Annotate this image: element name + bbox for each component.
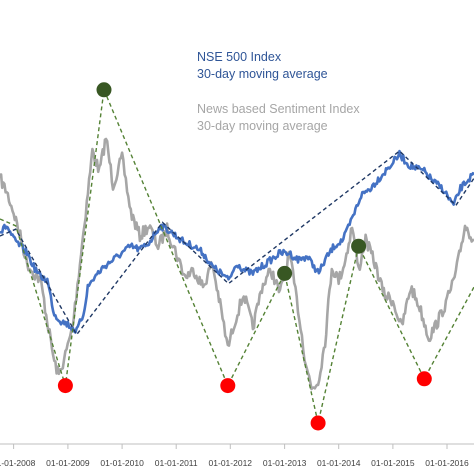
legend-nse500: NSE 500 Index 30-day moving average — [197, 49, 328, 83]
legend-nse500-line2: 30-day moving average — [197, 67, 328, 81]
trend-line-sentiment-trend — [0, 87, 474, 424]
trough-marker-6 — [416, 371, 432, 387]
legend-sentiment: News based Sentiment Index 30-day moving… — [197, 101, 360, 135]
series-layer — [0, 137, 474, 391]
x-tick-label-2: 01-01-2010 — [100, 458, 144, 468]
trough-marker-0 — [57, 378, 73, 394]
series-line-nse — [0, 149, 474, 334]
trend-layer — [0, 87, 474, 424]
legend-nse500-line1: NSE 500 Index — [197, 50, 282, 64]
x-axis-ticks: 01-01-2008 01-01-2009 01-01-2010 01-01-2011… — [0, 444, 469, 468]
legend-sentiment-line2: 30-day moving average — [197, 119, 328, 133]
trend-line-nse-trend — [0, 150, 474, 336]
x-tick-label-0: 01-01-2008 — [0, 458, 36, 468]
series-line-sentiment — [0, 137, 474, 391]
x-tick-label-6: 01-01-2014 — [317, 458, 361, 468]
legend-sentiment-line1: News based Sentiment Index — [197, 102, 360, 116]
x-tick-label-7: 01-01-2015 — [371, 458, 415, 468]
x-tick-label-8: 01-01-2016 — [425, 458, 469, 468]
marker-layer — [57, 82, 432, 431]
peak-marker-5 — [351, 238, 367, 254]
peak-marker-1 — [96, 82, 112, 98]
x-tick-label-4: 01-01-2012 — [209, 458, 253, 468]
x-tick-label-3: 01-01-2011 — [155, 458, 198, 468]
trough-marker-4 — [310, 415, 326, 431]
peak-marker-3 — [277, 265, 293, 281]
x-tick-label-1: 01-01-2009 — [46, 458, 90, 468]
x-tick-label-5: 01-01-2013 — [263, 458, 307, 468]
trough-marker-2 — [220, 378, 236, 394]
